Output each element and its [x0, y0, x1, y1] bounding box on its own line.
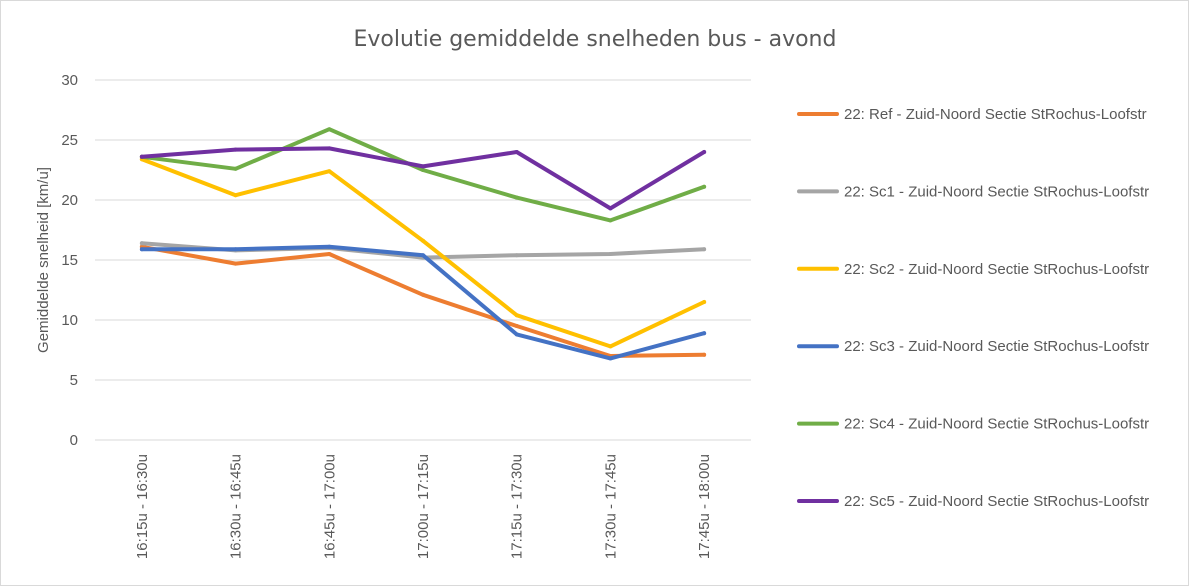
series-line-5	[139, 146, 707, 211]
legend-item: 22: Sc3 - Zuid-Noord Sectie StRochus-Loo…	[797, 338, 1149, 355]
legend-item: 22: Sc2 - Zuid-Noord Sectie StRochus-Loo…	[797, 261, 1149, 278]
x-tick-label: 17:45u - 18:00u	[696, 454, 713, 559]
series-line-4	[139, 127, 707, 223]
data-point	[233, 147, 238, 152]
legend-item: 22: Ref - Zuid-Noord Sectie StRochus-Loo…	[797, 106, 1147, 123]
data-point	[702, 184, 707, 189]
y-axis-label: Gemiddelde snelheid [km/u]	[35, 167, 52, 353]
legend-label: 22: Sc4 - Zuid-Noord Sectie StRochus-Loo…	[844, 416, 1149, 433]
legend: 22: Ref - Zuid-Noord Sectie StRochus-Loo…	[797, 106, 1149, 510]
data-point	[421, 238, 425, 243]
x-tick-label: 16:15u - 16:30u	[134, 454, 151, 559]
data-point	[327, 252, 332, 256]
y-tick-label: 0	[70, 432, 78, 449]
legend-item: 22: Sc5 - Zuid-Noord Sectie StRochus-Loo…	[797, 493, 1149, 510]
chart-title: Evolutie gemiddelde snelheden bus - avon…	[354, 27, 837, 52]
data-point	[702, 300, 707, 304]
data-point	[514, 150, 519, 154]
legend-label: 22: Sc5 - Zuid-Noord Sectie StRochus-Loo…	[844, 493, 1149, 510]
data-point	[421, 168, 425, 172]
data-point	[139, 241, 144, 246]
series-line-0	[139, 244, 707, 358]
y-tick-label: 15	[61, 252, 78, 269]
x-tick-label: 16:45u - 17:00u	[321, 454, 338, 559]
data-point	[702, 331, 707, 336]
data-point	[608, 344, 613, 349]
data-point	[233, 247, 238, 252]
legend-item: 22: Sc4 - Zuid-Noord Sectie StRochus-Loo…	[797, 416, 1149, 433]
data-point	[233, 261, 238, 266]
data-point	[608, 252, 613, 256]
data-point	[233, 166, 238, 171]
data-point	[327, 169, 332, 174]
legend-item: 22: Sc1 - Zuid-Noord Sectie StRochus-Loo…	[797, 183, 1149, 200]
data-point	[608, 218, 613, 223]
x-tick-label: 17:00u - 17:15u	[415, 454, 432, 559]
series-lines	[139, 127, 707, 361]
data-point	[702, 247, 707, 252]
x-tick-label: 16:30u - 16:45u	[228, 454, 245, 559]
data-point	[514, 195, 519, 200]
data-point	[421, 292, 425, 297]
y-tick-label: 10	[61, 312, 78, 329]
x-tick-label: 17:15u - 17:30u	[509, 454, 526, 559]
data-point	[702, 352, 707, 357]
y-tick-label: 5	[70, 372, 78, 389]
data-point	[702, 150, 707, 154]
y-tick-label: 25	[61, 132, 78, 149]
legend-label: 22: Sc3 - Zuid-Noord Sectie StRochus-Loo…	[844, 338, 1149, 355]
data-point	[233, 193, 238, 198]
data-point	[514, 332, 519, 337]
data-point	[608, 206, 613, 211]
x-axis-ticks: 16:15u - 16:30u 16:30u - 16:45u 16:45u - 1…	[134, 454, 713, 559]
data-point	[327, 244, 332, 249]
y-tick-label: 30	[61, 72, 78, 89]
data-point	[421, 164, 425, 169]
data-point	[608, 356, 613, 361]
data-point	[139, 154, 144, 159]
data-point	[139, 247, 144, 252]
legend-label: 22: Ref - Zuid-Noord Sectie StRochus-Loo…	[844, 106, 1147, 123]
gridlines	[95, 79, 751, 441]
data-point	[514, 324, 519, 328]
x-tick-label: 17:30u - 17:45u	[602, 454, 619, 559]
data-point	[421, 253, 425, 258]
data-point	[514, 313, 519, 318]
data-point	[327, 146, 332, 151]
legend-label: 22: Sc1 - Zuid-Noord Sectie StRochus-Loo…	[844, 183, 1149, 200]
y-tick-label: 20	[61, 192, 78, 209]
data-point	[514, 253, 519, 258]
legend-label: 22: Sc2 - Zuid-Noord Sectie StRochus-Loo…	[844, 261, 1149, 278]
y-axis-ticks: 0 5 10 15 20 25 30	[61, 72, 78, 449]
data-point	[327, 127, 332, 132]
